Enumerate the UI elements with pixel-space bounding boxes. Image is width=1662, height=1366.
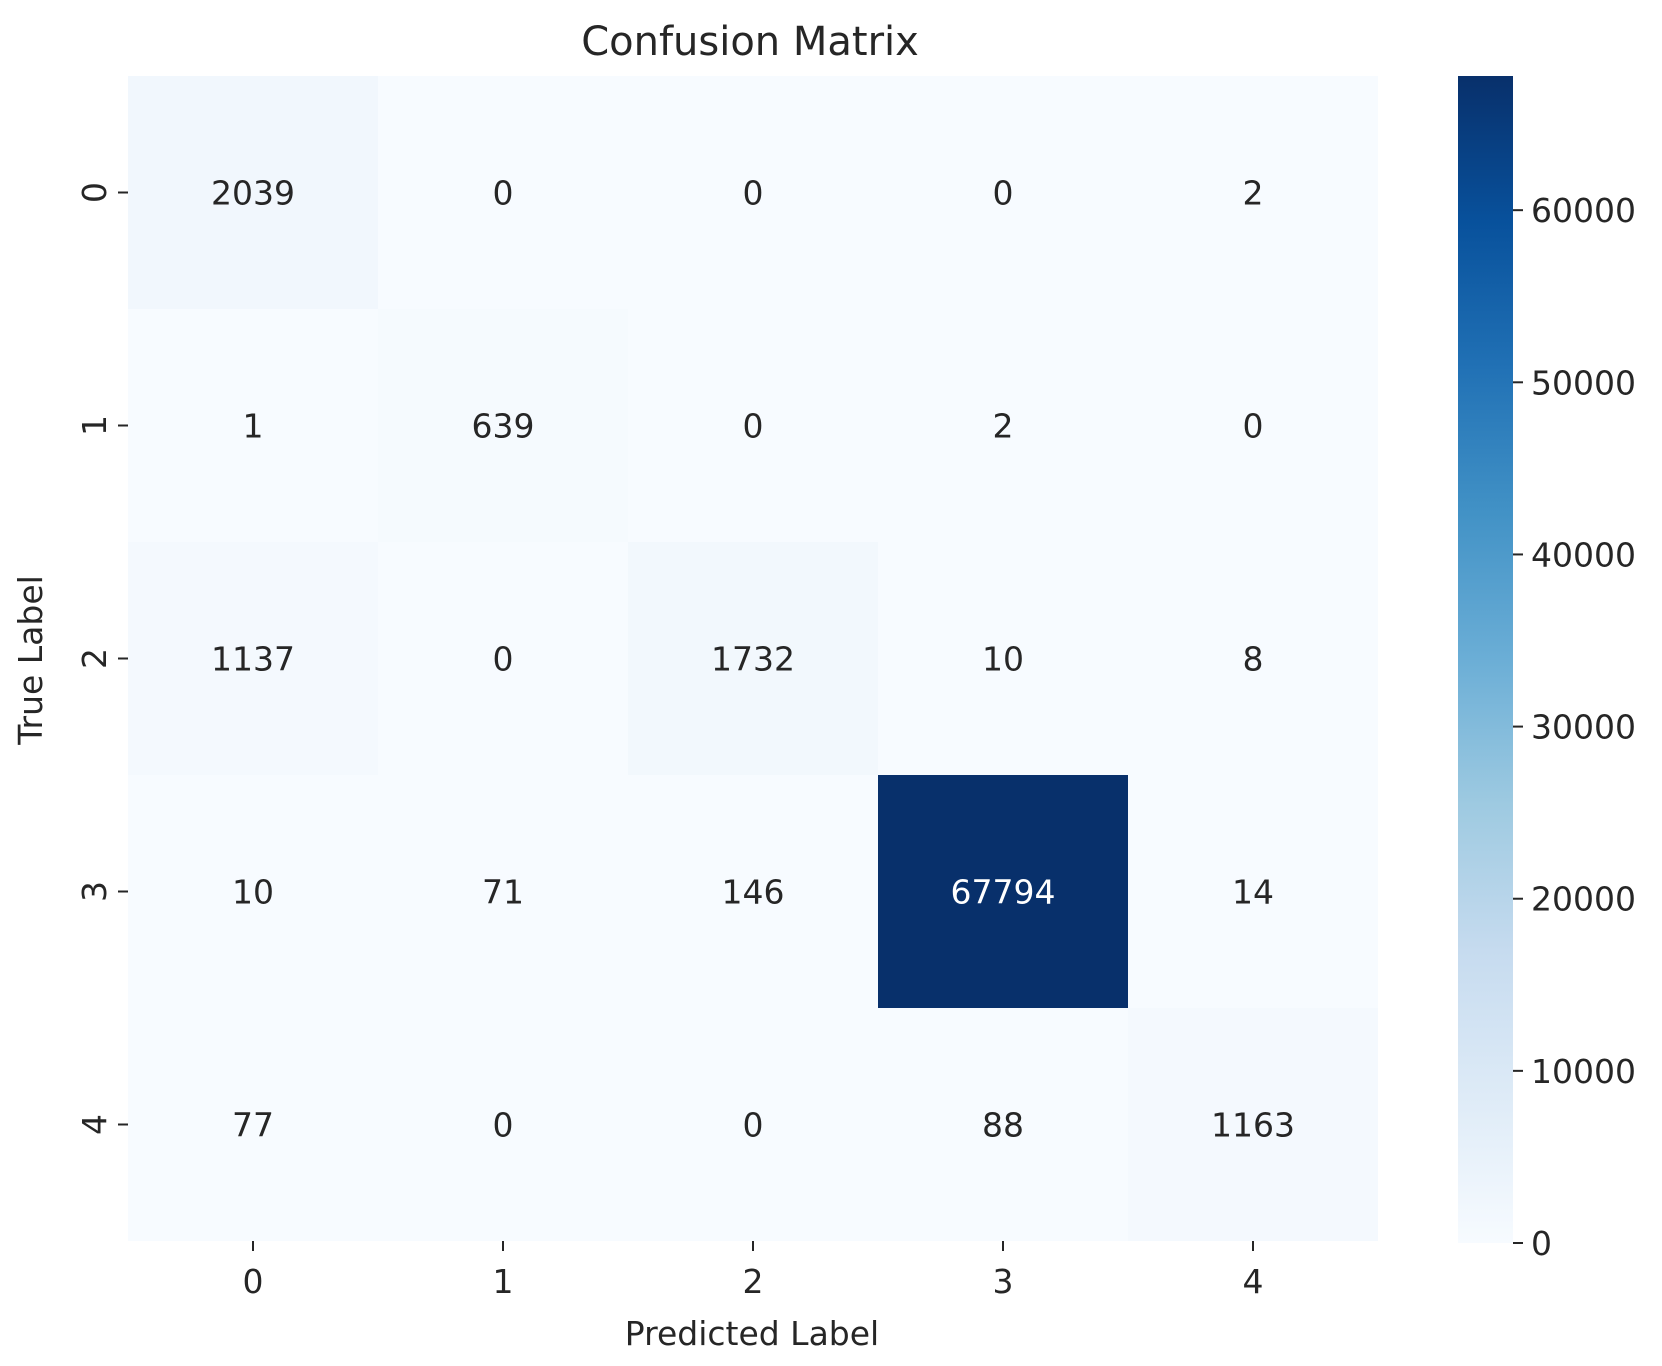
heatmap-cell-r2-c4: [1128, 542, 1378, 775]
heatmap-cell-r4-c2: [628, 1008, 878, 1241]
x-tick-label: 1: [493, 1262, 514, 1301]
cell-value-label: 1: [243, 407, 264, 446]
cell-value-label: 0: [993, 174, 1014, 213]
colorbar-tick-label: 30000: [1531, 708, 1636, 747]
heatmap-cell-r0-c2: [628, 76, 878, 309]
heatmap-cell-r0-c0: [128, 76, 378, 309]
x-tick-label: 0: [243, 1262, 264, 1301]
heatmap-cell-r2-c2: [628, 542, 878, 775]
colorbar-tick-label: 10000: [1531, 1052, 1636, 1091]
y-axis-ticks: 0 1 2 3 4: [75, 182, 128, 1135]
y-tick-label: 0: [75, 182, 114, 203]
heatmap-cell-r1-c2: [628, 309, 878, 542]
cell-value-label: 88: [982, 1106, 1024, 1145]
heatmap-cell-r3-c3: [878, 775, 1128, 1008]
heatmap-cell-r3-c4: [1128, 775, 1378, 1008]
y-tick-label: 4: [75, 1114, 114, 1135]
colorbar: 0 10000 20000 30000 40000 50000 60000: [1458, 76, 1636, 1263]
cell-value-label: 146: [722, 873, 785, 912]
cell-value-label: 2039: [211, 174, 295, 213]
cell-value-label: 0: [743, 407, 764, 446]
heatmap-cell-r3-c2: [628, 775, 878, 1008]
heatmap-cell-r3-c1: [378, 775, 628, 1008]
cell-value-label: 8: [1243, 640, 1264, 679]
heatmap-cell-r1-c1: [378, 309, 628, 542]
cell-value-label: 2: [1243, 174, 1264, 213]
heatmap-cell-r1-c0: [128, 309, 378, 542]
heatmap-cell-r3-c0: [128, 775, 378, 1008]
cell-value-label: 0: [493, 1106, 514, 1145]
cell-value-label: 71: [482, 873, 524, 912]
cell-value-label: 639: [472, 407, 535, 446]
colorbar-tick-label: 40000: [1531, 535, 1636, 574]
heatmap-cell-r0-c1: [378, 76, 628, 309]
cell-value-label: 10: [982, 640, 1024, 679]
x-tick-label: 2: [743, 1262, 764, 1301]
x-tick-label: 3: [993, 1262, 1014, 1301]
cell-value-label: 1732: [711, 640, 795, 679]
x-axis-ticks: 0 1 2 3 4: [243, 1241, 1264, 1301]
colorbar-gradient: [1458, 76, 1513, 1243]
cell-value-label: 2: [993, 407, 1014, 446]
heatmap-cell-r0-c4: [1128, 76, 1378, 309]
cell-value-label: 77: [232, 1106, 274, 1145]
heatmap-cell-r2-c0: [128, 542, 378, 775]
heatmap-cells: 2039 0 0 0 2 1 639 0 2 0 1137 0 1732 10 8 10 71 146 67794 1…: [128, 76, 1378, 1241]
cell-value-label: 1137: [211, 640, 295, 679]
heatmap-cell-r0-c3: [878, 76, 1128, 309]
x-axis-label: Predicted Label: [625, 1314, 879, 1353]
heatmap-cell-r2-c1: [378, 542, 628, 775]
y-tick-label: 2: [75, 648, 114, 669]
heatmap-cell-r4-c1: [378, 1008, 628, 1241]
colorbar-tick-label: 60000: [1531, 191, 1636, 230]
heatmap-cell-r1-c3: [878, 309, 1128, 542]
cell-value-label: 0: [743, 174, 764, 213]
cell-value-label: 1163: [1211, 1106, 1295, 1145]
colorbar-tick-label: 50000: [1531, 363, 1636, 402]
cell-value-label: 0: [493, 174, 514, 213]
heatmap-cell-r4-c0: [128, 1008, 378, 1241]
cell-value-label: 0: [743, 1106, 764, 1145]
cell-value-label: 10: [232, 873, 274, 912]
chart-title: Confusion Matrix: [581, 19, 919, 65]
cell-value-label: 67794: [951, 873, 1056, 912]
y-tick-label: 1: [75, 415, 114, 436]
colorbar-tick-label: 20000: [1531, 880, 1636, 919]
cell-value-label: 14: [1232, 873, 1274, 912]
heatmap-cell-r4-c3: [878, 1008, 1128, 1241]
heatmap-cell-r1-c4: [1128, 309, 1378, 542]
x-tick-label: 4: [1243, 1262, 1264, 1301]
colorbar-tick-label: 0: [1531, 1224, 1552, 1263]
y-axis-label: True Label: [11, 575, 50, 746]
cell-value-label: 0: [493, 640, 514, 679]
y-tick-label: 3: [75, 881, 114, 902]
heatmap-cell-r2-c3: [878, 542, 1128, 775]
heatmap-cell-r4-c4: [1128, 1008, 1378, 1241]
cell-value-label: 0: [1243, 407, 1264, 446]
